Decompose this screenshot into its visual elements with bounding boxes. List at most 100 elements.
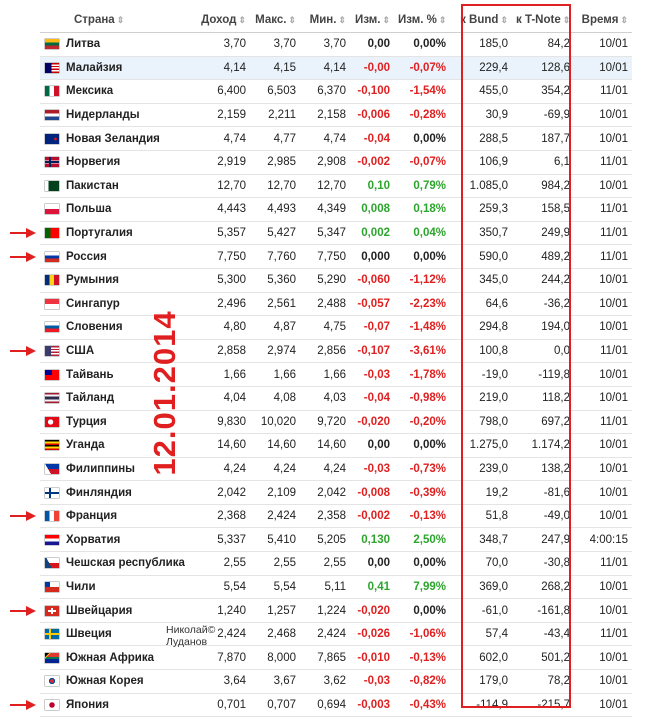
singapore-flag-icon [45, 298, 59, 309]
table-row[interactable]: США 2,858 2,974 2,856 -0,107 -3,61% 100,8 0,0 11… [40, 339, 632, 364]
table-row[interactable]: Южная Африка 7,870 8,000 7,865 -0,010 -0,13% 6… [40, 645, 632, 671]
country-name[interactable]: Румыния [64, 268, 192, 293]
flag-cell [40, 79, 64, 104]
change-pct-cell: -2,23% [394, 292, 450, 317]
change-cell: 0,000 [350, 244, 394, 269]
change-pct-cell: -0,82% [394, 669, 450, 694]
table-row[interactable]: Словения 4,80 4,87 4,75 -0,07 -1,48% 294,8 194,… [40, 315, 632, 340]
country-name[interactable]: Тайвань [64, 362, 192, 387]
column-header-low[interactable]: Мин. ⇕ [300, 8, 350, 33]
country-name[interactable]: Новая Зеландия [64, 126, 192, 151]
country-name[interactable]: Норвегия [64, 150, 192, 175]
country-name[interactable]: Малайзия [64, 56, 192, 81]
time-cell: 10/01 [574, 315, 632, 340]
chile-flag-icon [45, 581, 59, 592]
country-name[interactable]: Швеция [64, 622, 192, 647]
time-cell: 4:00:15 [574, 527, 632, 553]
table-row[interactable]: Тайвань 1,66 1,66 1,66 -0,03 -1,78% -19,0 -119,… [40, 362, 632, 387]
flag-cell [40, 244, 64, 269]
column-header-change[interactable]: Изм. ⇕ [350, 8, 394, 33]
flag-cell [40, 221, 64, 246]
column-header-country[interactable]: Страна ⇕ [40, 8, 192, 33]
table-row[interactable]: Франция 2,368 2,424 2,358 -0,002 -0,13% 51,8 -4… [40, 504, 632, 529]
flag-cell [40, 457, 64, 482]
country-name[interactable]: Южная Корея [64, 669, 192, 694]
table-row[interactable]: Литва 3,70 3,70 3,70 0,00 0,00% 185,0 84,2 10/01 [40, 32, 632, 57]
column-header-high[interactable]: Макс. ⇕ [250, 8, 300, 33]
column-header-time[interactable]: Время ⇕ [574, 8, 632, 33]
vs-bund-cell: 345,0 [450, 268, 512, 293]
table-row[interactable]: Уганда 14,60 14,60 14,60 0,00 0,00% 1.275,0 1.1… [40, 433, 632, 458]
table-row[interactable]: Япония 0,701 0,707 0,694 -0,003 -0,43% -114,9-… [40, 693, 632, 718]
table-row[interactable]: Сингапур 2,496 2,561 2,488 -0,057 -2,23% 64,6-… [40, 292, 632, 317]
change-cell: -0,020 [350, 598, 394, 623]
table-row[interactable]: Румыния 5,300 5,360 5,290 -0,060 -1,12% 345,0 2… [40, 268, 632, 293]
time-cell: 10/01 [574, 433, 632, 458]
country-name[interactable]: Польша [64, 197, 192, 222]
country-name[interactable]: Южная Африка [64, 645, 192, 671]
table-row[interactable]: Малайзия 4,14 4,15 4,14 -0,00 -0,07% 229,4 128,… [40, 56, 632, 81]
change-pct-cell: 0,00% [394, 433, 450, 458]
table-row[interactable]: Нидерланды 2,159 2,211 2,158 -0,006 -0,28% 30,… [40, 103, 632, 128]
country-name[interactable]: Литва [64, 32, 192, 57]
country-name[interactable]: Тайланд [64, 386, 192, 411]
table-row[interactable]: Южная Корея 3,64 3,67 3,62 -0,03 -0,82% 179,0 7… [40, 669, 632, 694]
country-name[interactable]: Чешская республика [64, 551, 192, 576]
table-row[interactable]: Хорватия 5,337 5,410 5,205 0,130 2,50% 348,7 24… [40, 527, 632, 553]
country-name[interactable]: Португалия [64, 221, 192, 246]
table-row[interactable]: Турция 9,830 10,020 9,720 -0,020 -0,20% 798,0 6… [40, 410, 632, 435]
time-cell: 10/01 [574, 598, 632, 623]
flag-cell [40, 197, 64, 222]
country-name[interactable]: Мексика [64, 79, 192, 104]
table-row[interactable]: Финляндия 2,042 2,109 2,042 -0,008 -0,39% 19,2… [40, 480, 632, 505]
country-name[interactable]: Хорватия [64, 527, 192, 553]
table-row[interactable]: Чили 5,54 5,54 5,11 0,41 7,99% 369,0 268,2 10/01 [40, 575, 632, 600]
column-header-vs-tnote[interactable]: к T-Note ⇕ [512, 8, 574, 33]
vs-tnote-cell: 984,2 [512, 174, 574, 199]
column-header-change-pct[interactable]: Изм. % ⇕ [394, 8, 450, 33]
table-row[interactable]: Филиппины 4,24 4,24 4,24 -0,03 -0,73% 239,0 138… [40, 457, 632, 482]
country-name[interactable]: Россия [64, 244, 192, 269]
change-pct-cell: -0,13% [394, 645, 450, 671]
yield-cell: 5,300 [192, 268, 250, 293]
country-name[interactable]: США [64, 339, 192, 364]
country-name[interactable]: Филиппины [64, 457, 192, 482]
pakistan-flag-icon [45, 180, 59, 191]
country-name[interactable]: Швейцария [64, 598, 192, 623]
yield-cell: 4,80 [192, 315, 250, 340]
country-name[interactable]: Финляндия [64, 480, 192, 505]
change-pct-cell: -0,28% [394, 103, 450, 128]
low-cell: 4,349 [300, 197, 350, 222]
table-row[interactable]: Мексика 6,400 6,503 6,370 -0,100 -1,54% 455,0 3… [40, 79, 632, 104]
table-row[interactable]: Тайланд 4,04 4,08 4,03 -0,04 -0,98% 219,0 118,2… [40, 386, 632, 411]
country-name[interactable]: Франция [64, 504, 192, 529]
change-pct-cell: 0,18% [394, 197, 450, 222]
low-cell: 4,74 [300, 126, 350, 151]
country-name[interactable]: Турция [64, 410, 192, 435]
poland-flag-icon [45, 204, 59, 215]
table-row[interactable]: Россия 7,750 7,760 7,750 0,000 0,00% 590,0 489,… [40, 244, 632, 269]
table-row[interactable]: Чешская республика 2,55 2,55 2,55 0,00 0,00% 7… [40, 551, 632, 576]
table-row[interactable]: Новая Зеландия 4,74 4,77 4,74 -0,04 0,00% 288,… [40, 126, 632, 151]
column-header-yield[interactable]: Доход ⇕ [192, 8, 250, 33]
vs-bund-cell: 369,0 [450, 575, 512, 600]
flag-cell [40, 622, 64, 647]
yield-cell: 2,858 [192, 339, 250, 364]
low-cell: 3,62 [300, 669, 350, 694]
column-header-vs-bund[interactable]: к Bund ⇕ [450, 8, 512, 33]
country-name[interactable]: Уганда [64, 433, 192, 458]
country-name[interactable]: Словения [64, 315, 192, 340]
table-row[interactable]: Швеция 2,424 2,468 2,424 -0,026 -1,06% 57,4 -43… [40, 622, 632, 647]
table-row[interactable]: Польша 4,443 4,493 4,349 0,008 0,18% 259,3 158,… [40, 197, 632, 222]
time-cell: 11/01 [574, 339, 632, 364]
table-row[interactable]: Пакистан 12,70 12,70 12,70 0,10 0,79% 1.085,0 9… [40, 174, 632, 199]
country-name[interactable]: Сингапур [64, 292, 192, 317]
table-row[interactable]: Швейцария 1,240 1,257 1,224 -0,020 0,00% -61,0… [40, 598, 632, 623]
country-name[interactable]: Нидерланды [64, 103, 192, 128]
country-name[interactable]: Чили [64, 575, 192, 600]
table-row[interactable]: Португалия 5,357 5,427 5,347 0,002 0,04% 350,7… [40, 221, 632, 246]
country-name[interactable]: Япония [64, 693, 192, 718]
table-row[interactable]: Норвегия 2,919 2,985 2,908 -0,002 -0,07% 106,9… [40, 150, 632, 175]
portugal-flag-icon [45, 228, 59, 239]
country-name[interactable]: Пакистан [64, 174, 192, 199]
